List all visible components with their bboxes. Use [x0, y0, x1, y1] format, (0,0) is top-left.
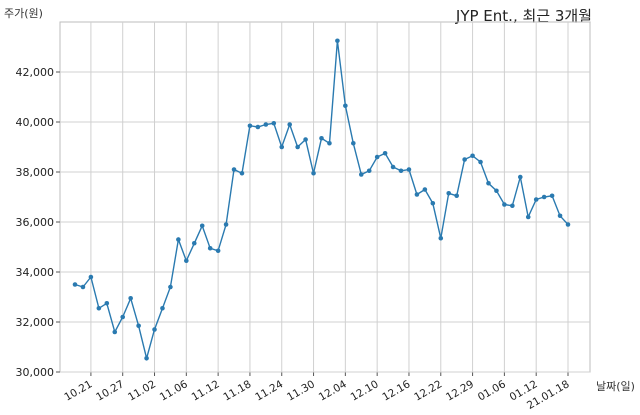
- price-point: [263, 122, 269, 127]
- price-point: [120, 314, 126, 320]
- price-point: [358, 172, 364, 177]
- price-point: [478, 159, 483, 165]
- price-point: [168, 284, 173, 290]
- x-tick-label: 01.06: [476, 378, 508, 404]
- price-point: [335, 38, 340, 44]
- y-tick-label: 32,000: [16, 316, 55, 329]
- price-point: [271, 120, 277, 126]
- price-point: [422, 187, 428, 192]
- price-point: [541, 194, 547, 200]
- x-tick-label: 11.24: [253, 378, 285, 404]
- x-tick-label: 10.21: [62, 378, 94, 403]
- price-point: [494, 188, 499, 194]
- price-point: [311, 170, 316, 176]
- price-point: [279, 144, 285, 150]
- price-point: [486, 180, 491, 186]
- price-point: [96, 305, 102, 311]
- price-point: [176, 237, 181, 242]
- y-tick-label: 30,000: [16, 366, 55, 379]
- x-tick-label: 11.18: [221, 378, 253, 403]
- price-point: [152, 327, 157, 332]
- price-point: [382, 150, 388, 156]
- price-point: [112, 329, 118, 335]
- price-point: [319, 135, 324, 141]
- x-tick-label: 12.29: [444, 378, 476, 403]
- x-tick-label: 12.22: [412, 378, 444, 403]
- y-tick-label: 36,000: [16, 216, 55, 229]
- x-tick-label: 12.16: [380, 378, 412, 404]
- price-point: [343, 103, 348, 109]
- price-point: [565, 222, 571, 227]
- price-point: [303, 137, 308, 142]
- price-point: [374, 154, 380, 160]
- x-tick-label: 12.04: [317, 378, 349, 404]
- price-point: [160, 305, 165, 311]
- price-point: [295, 144, 300, 150]
- price-point: [144, 355, 149, 361]
- price-point: [80, 284, 86, 290]
- price-point: [239, 170, 245, 176]
- price-point: [199, 223, 205, 229]
- x-tick-label: 11.02: [126, 378, 158, 403]
- y-tick-label: 40,000: [16, 116, 55, 129]
- y-tick-label: 34,000: [16, 266, 55, 279]
- x-tick-label: 11.12: [190, 378, 222, 403]
- price-point: [184, 258, 189, 264]
- price-point: [231, 167, 237, 172]
- x-tick-label: 10.27: [94, 378, 126, 403]
- price-point: [223, 222, 229, 227]
- price-point: [88, 274, 94, 280]
- price-point: [215, 248, 221, 254]
- price-point: [390, 164, 396, 170]
- price-point: [207, 245, 213, 251]
- price-point: [398, 168, 404, 174]
- x-tick-label: 11.30: [285, 378, 317, 403]
- x-tick-label: 12.10: [349, 378, 381, 403]
- y-axis-label: 주가(원): [4, 7, 43, 20]
- price-line: [74, 40, 569, 362]
- price-point: [287, 122, 292, 127]
- price-point: [72, 282, 78, 287]
- x-axis-label: 날짜(일): [596, 380, 635, 393]
- price-point: [446, 190, 452, 196]
- chart-title: JYP Ent., 최근 3개월: [455, 7, 592, 25]
- price-point: [414, 192, 420, 197]
- price-point: [510, 203, 515, 209]
- price-point: [255, 124, 261, 130]
- price-point: [470, 153, 475, 159]
- price-point: [438, 235, 444, 241]
- price-point: [525, 214, 531, 220]
- price-point: [454, 193, 459, 199]
- price-point: [128, 295, 133, 301]
- x-tick-label: 11.06: [158, 378, 190, 404]
- price-point: [351, 140, 356, 146]
- price-point: [462, 157, 467, 162]
- price-point: [502, 202, 507, 207]
- y-tick-label: 38,000: [16, 166, 55, 179]
- price-point: [136, 323, 141, 329]
- price-point: [517, 174, 523, 180]
- y-tick-label: 42,000: [16, 66, 55, 79]
- price-point: [366, 168, 372, 174]
- price-point: [104, 300, 110, 306]
- price-point: [191, 240, 197, 246]
- price-point: [557, 213, 563, 219]
- price-point: [247, 123, 253, 129]
- price-point: [406, 167, 412, 172]
- price-point: [533, 197, 539, 202]
- price-point: [327, 140, 332, 146]
- price-point: [549, 193, 555, 199]
- plot-frame: [59, 21, 591, 373]
- price-point: [430, 200, 436, 206]
